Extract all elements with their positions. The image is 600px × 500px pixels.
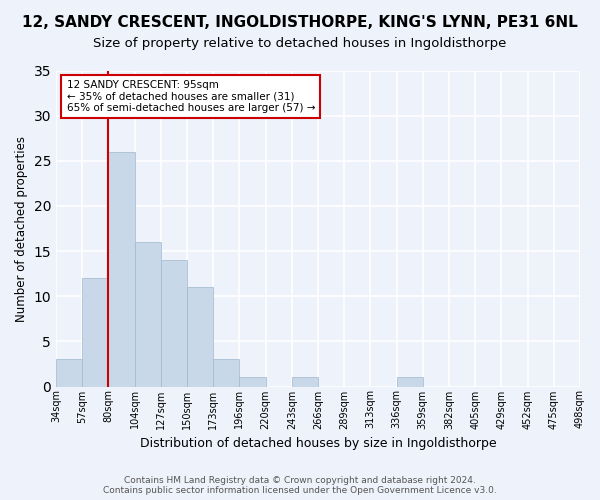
- Bar: [292, 378, 318, 386]
- Bar: [397, 378, 423, 386]
- Text: 12, SANDY CRESCENT, INGOLDISTHORPE, KING'S LYNN, PE31 6NL: 12, SANDY CRESCENT, INGOLDISTHORPE, KING…: [22, 15, 578, 30]
- Bar: [187, 287, 213, 386]
- Bar: [161, 260, 187, 386]
- Bar: [239, 378, 266, 386]
- Text: 12 SANDY CRESCENT: 95sqm
← 35% of detached houses are smaller (31)
65% of semi-d: 12 SANDY CRESCENT: 95sqm ← 35% of detach…: [67, 80, 315, 113]
- Text: Contains HM Land Registry data © Crown copyright and database right 2024.
Contai: Contains HM Land Registry data © Crown c…: [103, 476, 497, 495]
- Bar: [56, 360, 82, 386]
- Bar: [82, 278, 109, 386]
- Y-axis label: Number of detached properties: Number of detached properties: [15, 136, 28, 322]
- Bar: [109, 152, 134, 386]
- X-axis label: Distribution of detached houses by size in Ingoldisthorpe: Distribution of detached houses by size …: [140, 437, 496, 450]
- Text: Size of property relative to detached houses in Ingoldisthorpe: Size of property relative to detached ho…: [94, 38, 506, 51]
- Bar: [213, 360, 239, 386]
- Bar: [134, 242, 161, 386]
